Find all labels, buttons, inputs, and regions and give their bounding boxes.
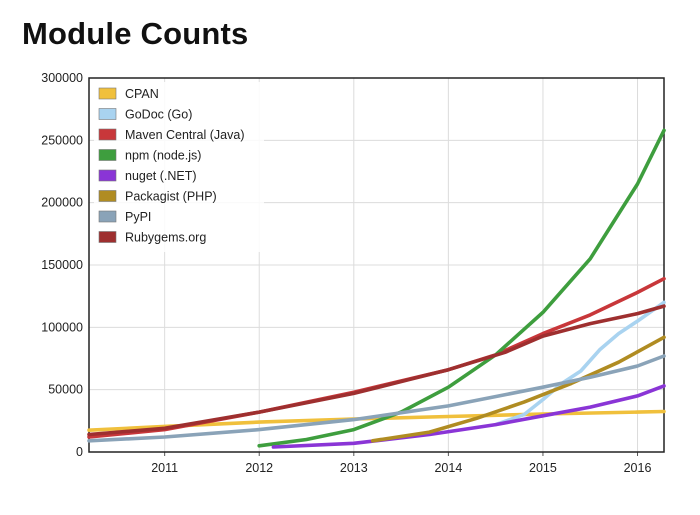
- series-line-npm-node-js: [257, 128, 666, 448]
- legend-label: CPAN: [125, 87, 159, 101]
- series-line-nuget-net: [271, 384, 666, 449]
- x-tick-label: 2015: [529, 461, 557, 475]
- chart-title: Module Counts: [22, 16, 249, 51]
- legend-swatch: [98, 231, 117, 243]
- series-line-pypi: [87, 354, 666, 443]
- legend-swatch: [98, 190, 117, 202]
- legend-label: GoDoc (Go): [125, 108, 192, 122]
- legend-swatch: [98, 149, 117, 161]
- axes: 0 50000 100000 150000 200000 250000 300000 2011…: [41, 71, 665, 475]
- plot-frame: [88, 77, 665, 453]
- legend: CPAN GoDoc (Go) Maven Central (Java) npm (n…: [94, 82, 264, 252]
- legend-label: PyPI: [125, 210, 151, 224]
- x-tick-label: 2014: [434, 461, 462, 475]
- series-line-godoc-go: [493, 300, 666, 427]
- legend-label: Packagist (PHP): [125, 190, 217, 204]
- y-tick-label: 150000: [41, 258, 83, 272]
- series-line-rubygems-org: [87, 304, 666, 437]
- legend-swatch: [98, 169, 117, 182]
- y-tick-label: 0: [76, 445, 83, 459]
- y-tick-label: 250000: [41, 133, 83, 147]
- legend-box: [94, 82, 264, 252]
- x-tick-label: 2012: [245, 461, 273, 475]
- legend-swatch: [98, 87, 117, 100]
- x-tick-label: 2013: [340, 461, 368, 475]
- legend-label: npm (node.js): [125, 149, 201, 163]
- x-tick-label: 2011: [151, 461, 178, 475]
- series-line-packagist-php: [370, 335, 666, 443]
- x-tick-label: 2016: [624, 461, 652, 475]
- series-layer: [87, 128, 666, 449]
- legend-label: Maven Central (Java): [125, 128, 245, 142]
- y-tick-label: 300000: [41, 71, 83, 85]
- legend-swatch: [98, 128, 117, 141]
- legend-swatch: [98, 108, 117, 120]
- y-tick-label: 50000: [48, 383, 83, 397]
- y-tick-label: 100000: [41, 320, 83, 334]
- legend-swatch: [98, 210, 117, 223]
- legend-label: Rubygems.org: [125, 231, 206, 245]
- y-tick-label: 200000: [41, 196, 83, 210]
- legend-label: nuget (.NET): [125, 169, 197, 183]
